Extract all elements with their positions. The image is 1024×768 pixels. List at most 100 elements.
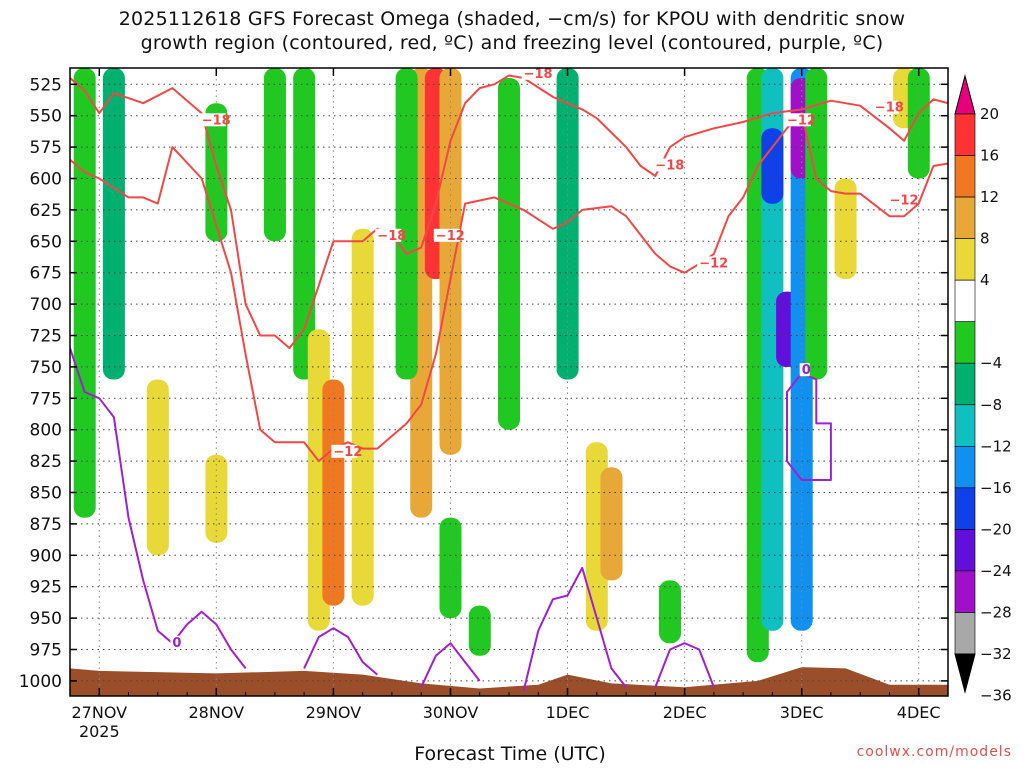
omega-band bbox=[761, 128, 784, 204]
contour-label-bg bbox=[872, 100, 899, 114]
contour-label: 0 bbox=[172, 636, 181, 651]
colorbar-label: 4 bbox=[980, 271, 990, 289]
contour-label: −18 bbox=[524, 67, 553, 82]
omega-band bbox=[205, 454, 228, 543]
y-tick-label: 700 bbox=[30, 295, 62, 315]
axes-layer: 525 550 575 600 625 650 675 700 725 750 775 800 825 8… bbox=[19, 67, 949, 741]
omega-band bbox=[293, 68, 316, 380]
contour-label: −12 bbox=[890, 194, 919, 209]
colorbar-label: −32 bbox=[980, 645, 1012, 663]
contour-line-0 bbox=[303, 627, 378, 676]
colorbar-bin bbox=[954, 404, 976, 447]
colorbar-bin bbox=[954, 279, 976, 323]
y-tick-label: 525 bbox=[30, 75, 62, 95]
contour-line-0 bbox=[420, 642, 481, 688]
colorbar-label: −12 bbox=[980, 437, 1012, 455]
y-tick-label: 875 bbox=[30, 515, 62, 535]
x-tick-label: 28NOV bbox=[189, 703, 245, 722]
y-tick-label: 625 bbox=[30, 201, 62, 221]
y-tick-label: 825 bbox=[30, 452, 62, 472]
y-tick-label: 775 bbox=[30, 389, 62, 409]
colorbar-bottom-arrow bbox=[954, 653, 976, 694]
omega-band bbox=[102, 68, 125, 380]
credit-text: coolwx.com/models bbox=[856, 744, 1012, 760]
colorbar-label: −36 bbox=[980, 687, 1012, 705]
contour-label: −18 bbox=[655, 159, 684, 174]
omega-band bbox=[761, 68, 784, 631]
contour-label: −12 bbox=[333, 445, 362, 460]
x-tick-label: 27NOV bbox=[72, 703, 128, 722]
contour-label-bg bbox=[375, 228, 402, 242]
x-tick-label: 30NOV bbox=[423, 703, 479, 722]
colorbar-bin bbox=[954, 570, 976, 613]
y-tick-label: 575 bbox=[30, 138, 62, 158]
colorbar-bin bbox=[954, 529, 976, 572]
contour-line-0 bbox=[654, 642, 715, 688]
contour-line-minus12 bbox=[70, 112, 948, 463]
terrain-layer bbox=[70, 667, 948, 696]
contour-label: −12 bbox=[787, 113, 816, 128]
omega-band bbox=[146, 379, 169, 556]
y-tick-label: 925 bbox=[30, 578, 62, 598]
chart-title-line-2: growth region (contoured, red, ºC) and f… bbox=[140, 32, 884, 54]
contour-label-bg bbox=[521, 66, 548, 80]
y-tick-label: 725 bbox=[30, 327, 62, 347]
contour-label-bg bbox=[653, 158, 680, 172]
colorbar-bin bbox=[954, 196, 976, 239]
contour-label-bg bbox=[785, 113, 811, 127]
colorbar-label: −24 bbox=[980, 562, 1012, 580]
colorbar-label: 12 bbox=[980, 188, 999, 206]
colorbar-label: 20 bbox=[980, 105, 999, 123]
omega-band bbox=[439, 517, 462, 619]
contour-label-bg bbox=[170, 635, 181, 649]
contour-label: −12 bbox=[699, 256, 728, 271]
omega-band bbox=[805, 68, 828, 380]
contour-label-bg bbox=[199, 113, 226, 127]
contour-label: −18 bbox=[875, 101, 904, 116]
omega-band bbox=[834, 178, 857, 279]
omega-band bbox=[395, 68, 418, 380]
colorbar-label: −20 bbox=[980, 520, 1012, 538]
omega-band bbox=[556, 68, 579, 380]
colorbar-label: −4 bbox=[980, 354, 1002, 372]
contour-label: −18 bbox=[377, 229, 406, 244]
colorbar-bin bbox=[954, 445, 976, 489]
contour-label-bg bbox=[331, 444, 358, 458]
x-tick-label: 2DEC bbox=[663, 703, 707, 722]
omega-band bbox=[498, 78, 520, 430]
contour-label-layer: −18 −18 −18 −18 −18 −12 −12 −12 −12 −12 0 0 bbox=[170, 66, 919, 651]
x-tick-label: 4DEC bbox=[897, 703, 941, 722]
y-tick-label: 550 bbox=[30, 107, 62, 127]
omega-band bbox=[73, 68, 96, 518]
y-tick-label: 975 bbox=[30, 641, 62, 661]
contour-line-0 bbox=[70, 347, 247, 670]
colorbar-bin bbox=[954, 238, 976, 281]
x-tick-label: 3DEC bbox=[780, 703, 824, 722]
x-tick-sublabel: 2025 bbox=[79, 722, 120, 741]
y-tick-label: 750 bbox=[30, 358, 62, 378]
contour-label-bg bbox=[433, 228, 460, 242]
colorbar-label: 8 bbox=[980, 230, 990, 248]
colorbar-bin bbox=[954, 362, 976, 406]
chart-title-line-1: 2025112618 GFS Forecast Omega (shaded, −… bbox=[118, 8, 906, 30]
omega-band bbox=[659, 580, 681, 644]
y-tick-label: 850 bbox=[30, 484, 62, 504]
contour-label: −12 bbox=[436, 229, 465, 244]
x-tick-label: 1DEC bbox=[546, 703, 590, 722]
colorbar-top-arrow bbox=[954, 74, 976, 115]
y-tick-label: 800 bbox=[30, 421, 62, 441]
x-axis-title: Forecast Time (UTC) bbox=[414, 743, 606, 765]
omega-band bbox=[351, 228, 374, 606]
omega-band bbox=[263, 68, 286, 242]
contour-line-minus18 bbox=[70, 74, 948, 350]
contour-line-0 bbox=[786, 372, 832, 481]
colorbar-bin bbox=[954, 321, 976, 364]
y-tick-label: 1000 bbox=[19, 672, 62, 692]
y-tick-label: 675 bbox=[30, 264, 62, 284]
contour-label-bg bbox=[887, 193, 914, 207]
y-tick-label: 950 bbox=[30, 609, 62, 629]
contour-label: −18 bbox=[202, 113, 231, 128]
y-tick-label: 900 bbox=[30, 546, 62, 566]
y-tick-label: 650 bbox=[30, 232, 62, 252]
